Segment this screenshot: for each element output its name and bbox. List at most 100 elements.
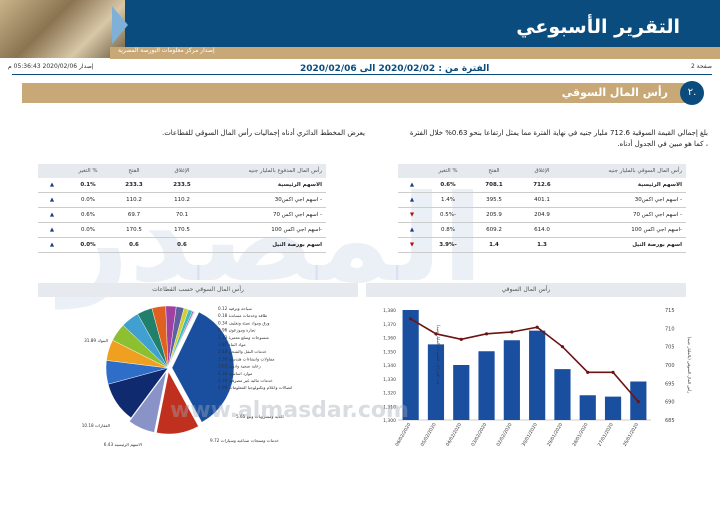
bar <box>529 330 546 420</box>
row-open: 233.3 <box>125 182 143 188</box>
row-change: 0.8% <box>441 227 455 233</box>
y-tick-left: 1,370 <box>383 322 396 328</box>
y-tick-right: 695 <box>665 381 675 387</box>
arrow-up-icon: ▲ <box>49 227 55 233</box>
line-point <box>459 337 463 341</box>
row-open: 708.1 <box>485 182 503 188</box>
row-open: 609.2 <box>486 227 502 233</box>
line-point <box>409 317 413 321</box>
header-close: الإغلاق <box>534 168 550 174</box>
pie-label: 31.89 البنوك <box>84 338 108 343</box>
pie-label: 4.30 خدمات مالية غير مصرفية <box>218 378 273 383</box>
pie-label: 9.72 خدمات ومنتجات صناعية وسيارات <box>210 438 279 443</box>
x-tick-label: 28/01/2020 <box>571 422 589 448</box>
x-tick-label: 04/02/2020 <box>445 422 463 448</box>
section-number: ٢. <box>680 81 704 105</box>
x-tick-label: 27/01/2020 <box>597 422 615 448</box>
row-close: 401.1 <box>534 197 550 203</box>
y-axis-label-left: عدد الشركات المقيدة (بالمليار جنيه) <box>436 325 441 385</box>
section-title: رأس المال السوقي <box>561 86 668 99</box>
arrow-up-icon: ▲ <box>409 227 415 233</box>
arrow-up-icon: ▲ <box>49 212 55 218</box>
table-row: -اسهم اجي اكس 100 170.5 170.5 0.0% ▲ <box>38 223 326 238</box>
pie-label: 5.65 اغذية ومشروبات وتبغ <box>236 414 284 419</box>
pie-slice <box>156 371 199 435</box>
pie-label: 3.30 مقاولات وانشاءات هندسية <box>218 356 274 361</box>
arrow-down-icon: ▼ <box>409 212 415 218</box>
line-point <box>586 370 590 374</box>
pie-chart-title: رأس المال السوقي حسب القطاعات <box>38 283 358 297</box>
header-subtitle-bar: إصدار مركز معلومات البورصة المصرية <box>110 47 720 59</box>
pie-label: 0.18 طاقة وخدمات مساندة <box>218 313 268 318</box>
pie-label: 4.34 موارد اساسية <box>218 371 252 376</box>
row-close: 70.1 <box>175 212 189 218</box>
y-tick-left: 1,320 <box>383 391 396 397</box>
x-tick-label: 30/01/2020 <box>521 422 539 448</box>
paid-capital-table: رأس المال المدفوع بالمليار جنيه الإغلاق … <box>38 164 326 253</box>
series-line <box>410 318 639 403</box>
row-change: 0.0% <box>80 242 96 248</box>
arrow-up-icon: ▲ <box>409 182 415 188</box>
bar <box>604 396 622 420</box>
row-open: 395.5 <box>486 197 502 203</box>
table-row: اسهم بورصة النيل 1.3 1.4 -3.9% ▼ <box>398 238 686 253</box>
pie-label: 10.18 العقارات <box>82 423 110 428</box>
x-tick-label: 05/02/2020 <box>420 422 438 448</box>
header-name: رأس المال السوقي بالمليار جنيه <box>608 168 682 174</box>
y-tick-left: 1,300 <box>383 418 396 424</box>
arrow-up-icon: ▲ <box>49 197 55 203</box>
row-change: 1.4% <box>441 197 455 203</box>
line-point <box>434 332 438 336</box>
x-tick-label: 26/01/2020 <box>622 422 640 448</box>
row-close: 170.5 <box>174 227 190 233</box>
bar <box>503 340 520 420</box>
section-bar: رأس المال السوقي ٢. <box>22 81 704 105</box>
row-close: 712.6 <box>533 182 551 188</box>
table-row: الاسهم الرئيسية 712.6 708.1 0.6% ▲ <box>398 178 686 193</box>
bar <box>478 351 495 420</box>
row-close: 204.9 <box>534 212 550 218</box>
row-change: 0.1% <box>80 182 96 188</box>
row-name: - اسهم اجي اكس 70 <box>273 212 322 218</box>
pie-slice <box>129 371 167 433</box>
header-change: % التغير <box>438 168 458 174</box>
y-tick-right: 685 <box>665 418 675 424</box>
header-open: الفتح <box>128 168 140 174</box>
bar <box>579 395 596 420</box>
watermark-url: www.almasdar.com <box>170 398 409 423</box>
table-row: الاسهم الرئيسية 233.5 233.3 0.1% ▲ <box>38 178 326 193</box>
header-change: % التغير <box>78 168 98 174</box>
y-tick-right: 690 <box>665 400 675 406</box>
row-change: 0.6% <box>81 212 95 218</box>
pie-slice <box>171 311 235 423</box>
row-name: -اسهم اجي اكس 100 <box>631 227 682 233</box>
line-point <box>636 400 640 404</box>
row-name: اسهم بورصة النيل <box>272 242 322 248</box>
row-change: -3.9% <box>439 242 457 248</box>
line-point <box>484 332 489 336</box>
bar <box>402 310 419 420</box>
header-subtitle: إصدار مركز معلومات البورصة المصرية <box>118 47 215 54</box>
row-change: -0.5% <box>440 212 456 218</box>
report-title: التقرير الأسبوعي <box>516 16 680 38</box>
row-change: 0.0% <box>81 227 95 233</box>
header-name: رأس المال المدفوع بالمليار جنيه <box>248 168 322 174</box>
pie-label: 0.12 سياحة وترفيه <box>218 306 252 311</box>
pie-label: 0.34 ورق ومواد تعبئة وتغليف <box>218 320 270 325</box>
y-tick-left: 1,350 <box>383 349 396 355</box>
y-tick-right: 705 <box>665 345 675 351</box>
pie-label: 6.43 الاسهم الرئيسية <box>104 442 142 447</box>
table-row: اسهم بورصة النيل 0.6 0.6 0.0% ▲ <box>38 238 326 253</box>
sector-pie-chart: 31.89 البنوك 10.18 العقارات 6.43 الاسهم ال… <box>82 305 292 447</box>
arrow-up-icon: ▲ <box>409 197 415 203</box>
table-row: - اسهم اجي اكس 70 70.1 69.7 0.6% ▲ <box>38 208 326 223</box>
x-tick-label: 29/01/2020 <box>546 422 564 448</box>
table-row: - اسهم اجي اكس 70 204.9 205.9 -0.5% ▼ <box>398 208 686 223</box>
header-divider <box>12 74 712 75</box>
row-name: - اسهم اجي اكس30 <box>634 197 682 203</box>
y-tick-left: 1,310 <box>383 404 396 410</box>
row-name: - اسهم اجي اكس30 <box>274 197 322 203</box>
line-point <box>560 345 565 349</box>
row-close: 1.3 <box>537 242 547 248</box>
header-open: الفتح <box>488 168 500 174</box>
